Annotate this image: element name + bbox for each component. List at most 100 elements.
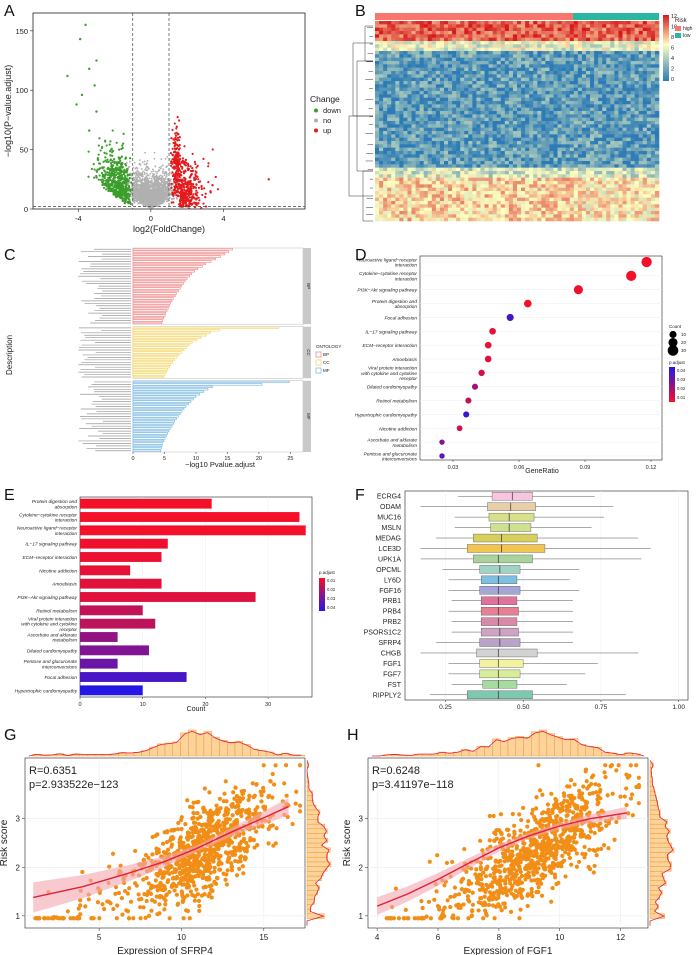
point-no bbox=[155, 177, 158, 180]
point-down bbox=[104, 156, 107, 159]
heatmap-cell bbox=[525, 64, 530, 68]
point-down bbox=[121, 165, 124, 169]
point-no bbox=[133, 201, 136, 204]
heatmap-cell bbox=[484, 54, 489, 58]
heatmap-cell bbox=[411, 87, 416, 92]
heatmap-cell bbox=[541, 47, 546, 52]
heatmap-cell bbox=[379, 91, 384, 95]
heatmap-cell bbox=[626, 77, 631, 82]
point-up bbox=[172, 201, 175, 204]
point-up bbox=[177, 144, 180, 148]
heatmap-cell bbox=[581, 31, 587, 35]
point-down bbox=[108, 185, 111, 188]
point-up bbox=[174, 167, 177, 170]
heatmap-cell bbox=[646, 54, 652, 58]
point-down bbox=[122, 132, 125, 135]
point-down bbox=[66, 74, 69, 78]
heatmap-cell bbox=[387, 77, 392, 82]
heatmap-cell bbox=[533, 34, 538, 38]
heatmap-cell bbox=[569, 77, 575, 82]
heatmap-cell bbox=[598, 51, 603, 55]
heatmap-cell bbox=[411, 91, 416, 95]
heatmap-cell bbox=[391, 74, 396, 78]
heatmap-cell bbox=[439, 77, 445, 82]
heatmap-cell bbox=[590, 21, 595, 25]
heatmap-cell bbox=[581, 54, 587, 58]
heatmap-cell bbox=[602, 21, 607, 25]
point-no bbox=[170, 184, 173, 187]
heatmap-cell bbox=[472, 21, 477, 25]
heatmap-cell bbox=[395, 97, 400, 102]
heatmap-cell bbox=[598, 54, 603, 58]
heatmap-cell bbox=[626, 31, 631, 35]
heatmap-cell bbox=[650, 27, 656, 32]
point-down bbox=[122, 180, 125, 183]
heatmap-cell bbox=[646, 71, 652, 75]
heatmap-cell bbox=[448, 91, 453, 95]
point-down bbox=[105, 152, 108, 155]
point-down bbox=[110, 189, 113, 193]
heatmap-cell bbox=[460, 74, 465, 78]
point-up bbox=[185, 190, 188, 193]
legend-key bbox=[314, 118, 318, 123]
heatmap-cell bbox=[598, 37, 603, 42]
point-no bbox=[148, 197, 151, 200]
heatmap-cell bbox=[500, 21, 506, 25]
heatmap-cell bbox=[618, 71, 623, 75]
heatmap-cell bbox=[634, 71, 640, 75]
heatmap-cell bbox=[476, 51, 481, 55]
heatmap-cell bbox=[565, 37, 571, 42]
heatmap-cell bbox=[411, 41, 416, 45]
point-no bbox=[154, 200, 157, 203]
point-no bbox=[153, 204, 156, 206]
point-no bbox=[150, 177, 153, 180]
heatmap-cell bbox=[464, 74, 469, 78]
heatmap-cell bbox=[456, 51, 461, 55]
heatmap-cell bbox=[569, 21, 575, 25]
heatmap-cell bbox=[573, 84, 579, 88]
heatmap-cell bbox=[448, 67, 453, 72]
heatmap-cell bbox=[500, 87, 506, 92]
point-no bbox=[145, 198, 148, 201]
heatmap-cell bbox=[529, 34, 534, 38]
heatmap-cell bbox=[468, 47, 473, 52]
point-down bbox=[115, 193, 118, 196]
heatmap-cell bbox=[622, 94, 627, 98]
heatmap-cell bbox=[488, 91, 493, 95]
heatmap-cell bbox=[492, 71, 498, 75]
heatmap-cell bbox=[537, 84, 542, 88]
heatmap-cell bbox=[529, 94, 534, 98]
heatmap-cell bbox=[476, 67, 481, 72]
heatmap-cell bbox=[379, 37, 384, 42]
heatmap-cell bbox=[646, 34, 652, 38]
heatmap-cell bbox=[618, 44, 623, 48]
heatmap-cell bbox=[585, 64, 591, 68]
heatmap-cell bbox=[500, 31, 506, 35]
heatmap-cell bbox=[614, 81, 619, 85]
heatmap-cell bbox=[517, 94, 522, 98]
heatmap-cell bbox=[634, 94, 640, 98]
point-no bbox=[133, 161, 136, 164]
heatmap-cell bbox=[573, 54, 579, 58]
heatmap-cell bbox=[638, 34, 644, 38]
heatmap-cell bbox=[399, 54, 404, 58]
point-no bbox=[146, 159, 149, 162]
heatmap-cell bbox=[448, 64, 453, 68]
heatmap-cell bbox=[614, 31, 619, 35]
heatmap-cell bbox=[529, 24, 534, 28]
heatmap-cell bbox=[399, 84, 404, 88]
heatmap-cell bbox=[448, 77, 453, 82]
heatmap-cell bbox=[553, 71, 558, 75]
heatmap-cell bbox=[638, 44, 644, 48]
heatmap-cell bbox=[496, 37, 502, 42]
heatmap-cell bbox=[565, 61, 571, 65]
point-down bbox=[124, 157, 127, 160]
heatmap-cell bbox=[411, 81, 416, 85]
heatmap-cell bbox=[634, 21, 640, 25]
heatmap-cell bbox=[541, 34, 546, 38]
heatmap-cell bbox=[654, 61, 660, 65]
heatmap-cell bbox=[654, 64, 660, 68]
heatmap-cell bbox=[419, 61, 424, 65]
point-no bbox=[157, 190, 160, 192]
heatmap-cell bbox=[533, 47, 538, 52]
